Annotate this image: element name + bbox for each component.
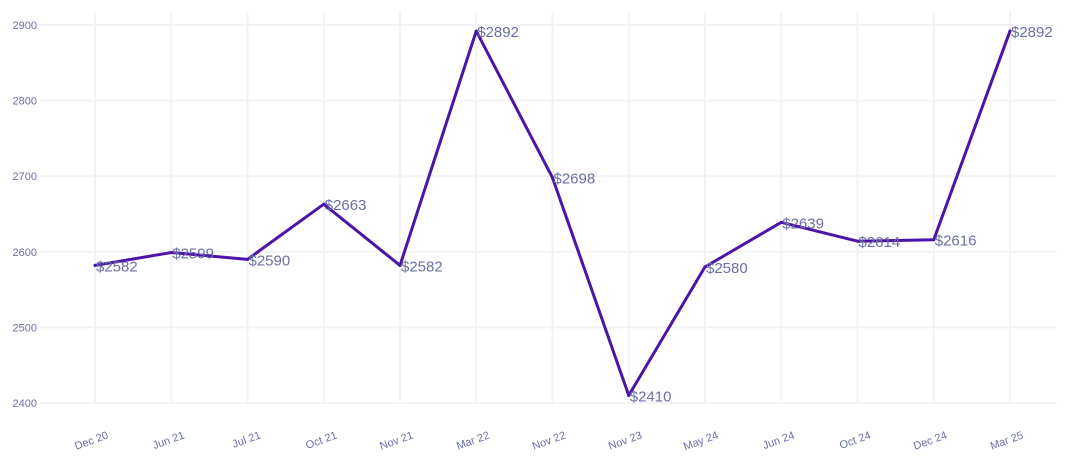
data-label: $2614 xyxy=(859,234,901,251)
data-point xyxy=(932,238,936,242)
x-tick-label: Jun 24 xyxy=(761,430,796,453)
data-point xyxy=(703,265,707,269)
x-tick-label: Mar 25 xyxy=(989,430,1025,453)
data-point xyxy=(856,239,859,243)
x-tick-label: Dec 24 xyxy=(912,430,949,453)
data-point xyxy=(169,251,173,255)
x-tick-label: Nov 22 xyxy=(531,430,568,453)
y-axis-ticks: 2400 2500 2600 2700 2800 2900 xyxy=(13,20,37,410)
y-tick-label: 2700 xyxy=(13,171,37,183)
data-label: $2580 xyxy=(706,260,748,277)
x-tick-label: Nov 21 xyxy=(378,430,415,453)
x-tick-label: Jul 21 xyxy=(231,430,263,451)
y-tick-label: 2900 xyxy=(13,20,37,32)
data-label: $2599 xyxy=(172,246,214,263)
data-point xyxy=(1008,29,1012,33)
x-tick-label: Jun 21 xyxy=(151,430,186,453)
x-tick-label: May 24 xyxy=(682,430,720,454)
data-point xyxy=(322,202,326,206)
data-point xyxy=(551,176,554,180)
x-tick-label: Mar 22 xyxy=(455,430,491,453)
series-layer xyxy=(93,29,1012,397)
data-label: $2892 xyxy=(1011,24,1053,41)
grid-layer xyxy=(40,12,1057,404)
x-tick-label: Nov 23 xyxy=(607,430,644,453)
data-label: $2892 xyxy=(477,24,519,41)
x-tick-label: Oct 24 xyxy=(838,430,873,452)
data-label: $2616 xyxy=(935,233,977,250)
y-tick-label: 2600 xyxy=(13,247,37,259)
data-label-layer: $2582 $2599 $2590 $2663 $2582 $2892 $2698 $2410… xyxy=(96,24,1053,405)
data-point xyxy=(779,220,783,224)
data-point xyxy=(474,29,478,33)
data-label: $2410 xyxy=(630,388,672,405)
x-axis-ticks: Dec 20 Jun 21 Jul 21 Oct 21 Nov 21 Mar 22 Nov … xyxy=(73,430,1025,454)
y-tick-label: 2800 xyxy=(13,96,37,108)
data-label: $2590 xyxy=(249,252,291,269)
x-tick-label: Dec 20 xyxy=(73,430,110,453)
data-label: $2663 xyxy=(325,197,367,214)
data-point xyxy=(246,257,249,261)
data-point xyxy=(398,263,402,267)
data-label: $2582 xyxy=(401,258,443,275)
x-tick-label: Oct 21 xyxy=(304,430,339,452)
data-label: $2698 xyxy=(554,171,596,188)
data-label: $2582 xyxy=(96,258,138,275)
data-point xyxy=(93,263,97,267)
data-point xyxy=(627,393,631,397)
y-tick-label: 2500 xyxy=(13,322,37,334)
y-tick-label: 2400 xyxy=(13,398,37,410)
data-label: $2639 xyxy=(782,215,824,232)
